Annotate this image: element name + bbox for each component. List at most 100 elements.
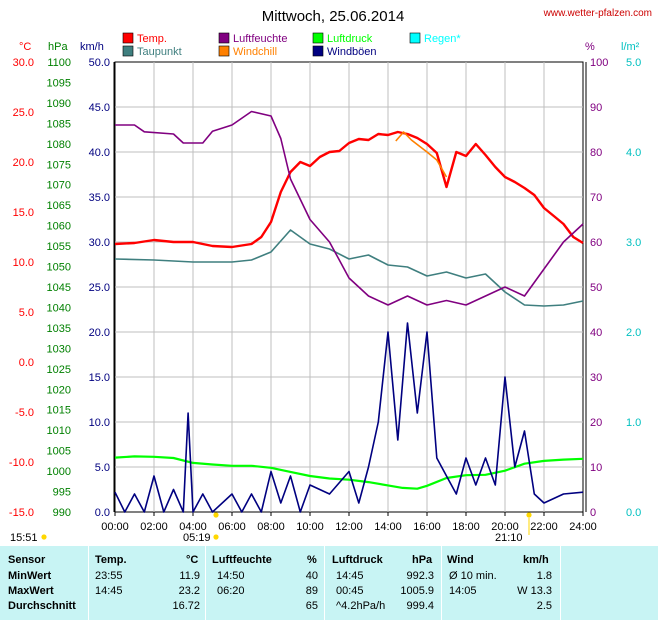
legend-label: Luftdruck bbox=[327, 33, 373, 45]
pct-tick: 30 bbox=[590, 372, 602, 384]
cell-hum-time: 06:20 bbox=[217, 585, 245, 597]
rain-tick: 1.0 bbox=[626, 417, 641, 429]
series-line-temp bbox=[114, 130, 584, 249]
series-line-luftfeuchte bbox=[115, 110, 584, 306]
legend-label: Windböen bbox=[327, 46, 377, 58]
hpa-tick: 990 bbox=[53, 507, 71, 519]
sun-marker-icon bbox=[526, 512, 532, 518]
cell-press-val: 1005.9 bbox=[400, 585, 434, 597]
hpa-tick: 1045 bbox=[47, 282, 71, 294]
hdr-press-unit: hPa bbox=[412, 554, 433, 566]
chart-title: Mittwoch, 25.06.2014 bbox=[262, 8, 405, 25]
x-axis: 00:00 02:00 04:00 06:00 08:00 10:00 12:00 14:00… bbox=[101, 512, 597, 533]
hpa-tick: 1090 bbox=[47, 98, 71, 110]
hpa-tick: 1035 bbox=[47, 323, 71, 335]
kmh-tick: 45.0 bbox=[89, 102, 110, 114]
legend-swatch bbox=[409, 32, 421, 44]
cell-temp-time: 23:55 bbox=[95, 570, 123, 582]
pct-tick: 50 bbox=[590, 282, 602, 294]
kmh-tick: 25.0 bbox=[89, 282, 110, 294]
pct-tick: 70 bbox=[590, 192, 602, 204]
sun-marker-icon bbox=[213, 512, 219, 518]
x-tick: 22:00 bbox=[530, 521, 558, 533]
x-tick: 12:00 bbox=[335, 521, 363, 533]
cell-press-time: 00:45 bbox=[336, 585, 364, 597]
x-tick: 16:00 bbox=[413, 521, 441, 533]
kmh-tick: 50.0 bbox=[89, 57, 110, 69]
sunrise-label: 05:19 bbox=[183, 532, 211, 544]
rain-tick: 4.0 bbox=[626, 147, 641, 159]
x-tick: 08:00 bbox=[257, 521, 285, 533]
hpa-tick: 1000 bbox=[47, 466, 71, 478]
kmh-tick: 5.0 bbox=[95, 462, 110, 474]
hpa-tick: 1070 bbox=[47, 180, 71, 192]
kmh-axis-unit: km/h bbox=[80, 41, 104, 53]
cell-temp-val: 11.9 bbox=[179, 570, 200, 582]
rain-tick: 5.0 bbox=[626, 57, 641, 69]
rain-tick: 3.0 bbox=[626, 237, 641, 249]
kmh-tick: 30.0 bbox=[89, 237, 110, 249]
hpa-tick: 1075 bbox=[47, 159, 71, 171]
temp-tick: 10.0 bbox=[13, 257, 34, 269]
hpa-axis-unit: hPa bbox=[48, 41, 68, 53]
hpa-tick: 1065 bbox=[47, 200, 71, 212]
hpa-tick: 1020 bbox=[47, 384, 71, 396]
pct-tick: 40 bbox=[590, 327, 602, 339]
legend-swatch bbox=[218, 32, 230, 44]
legend-label: Taupunkt bbox=[137, 46, 182, 58]
kmh-tick: 40.0 bbox=[89, 147, 110, 159]
temp-axis-unit: °C bbox=[19, 41, 31, 53]
temp-tick: 30.0 bbox=[13, 57, 34, 69]
series-line-luftdruck bbox=[114, 455, 584, 490]
cell-label: MaxWert bbox=[8, 585, 54, 597]
hpa-tick: 1055 bbox=[47, 241, 71, 253]
cell-label: Durchschnitt bbox=[8, 600, 76, 612]
x-tick: 02:00 bbox=[140, 521, 168, 533]
table-row: Durchschnitt 16.72 65 ^4.2hPa/h 999.4 2.5 bbox=[0, 598, 658, 613]
cell-wind-time: Ø 10 min. bbox=[449, 570, 497, 582]
hpa-tick: 1085 bbox=[47, 118, 71, 130]
hpa-tick: 995 bbox=[53, 487, 71, 499]
temp-tick: 5.0 bbox=[19, 307, 34, 319]
rain-axis-unit: l/m² bbox=[621, 41, 640, 53]
cell-temp-val: 23.2 bbox=[178, 585, 200, 597]
cell-hum-val: 40 bbox=[305, 570, 318, 582]
cell-temp-time: 14:45 bbox=[95, 585, 123, 597]
x-tick: 06:00 bbox=[218, 521, 246, 533]
x-tick: 00:00 bbox=[101, 521, 129, 533]
table-row: MaxWert 14:45 23.2 06:20 89 00:45 1005.9 14:05 W… bbox=[0, 583, 658, 598]
cell-hum-val: 89 bbox=[305, 585, 318, 597]
hdr-temp: Temp. bbox=[95, 554, 127, 566]
cell-hum-val: 65 bbox=[305, 600, 318, 612]
temp-tick: 0.0 bbox=[19, 357, 34, 369]
table-row: MinWert 23:55 11.9 14:50 40 14:45 992.3 Ø 10 mi… bbox=[0, 568, 658, 583]
pct-tick: 20 bbox=[590, 417, 602, 429]
x-tick: 20:00 bbox=[491, 521, 519, 533]
temp-tick: -10.0 bbox=[9, 457, 34, 469]
sunset-label: 21:10 bbox=[495, 532, 523, 544]
pct-tick: 10 bbox=[590, 462, 602, 474]
daylight-label: 15:51 bbox=[10, 532, 38, 544]
rain-tick: 0.0 bbox=[626, 507, 641, 519]
pct-tick: 0 bbox=[590, 507, 596, 519]
cell-wind-val: 2.5 bbox=[536, 600, 552, 612]
hdr-sensor: Sensor bbox=[8, 554, 46, 566]
legend-swatch bbox=[122, 32, 134, 44]
hdr-wind: Wind bbox=[447, 554, 474, 566]
cell-label: MinWert bbox=[8, 570, 52, 582]
legend-label: Luftfeuchte bbox=[233, 33, 287, 45]
sun-marker-icon bbox=[213, 534, 219, 540]
hpa-tick: 1040 bbox=[47, 302, 71, 314]
x-tick: 10:00 bbox=[296, 521, 324, 533]
site-url[interactable]: www.wetter-pfalzen.com bbox=[543, 8, 652, 19]
series-line-windchill bbox=[395, 131, 448, 178]
table-header-row: Sensor Temp. °C Luftfeuchte % Luftdruck … bbox=[0, 552, 658, 567]
hdr-press: Luftdruck bbox=[332, 554, 383, 566]
temp-tick: -15.0 bbox=[9, 507, 34, 519]
temp-tick: 25.0 bbox=[13, 107, 34, 119]
series-line-windben bbox=[114, 322, 584, 513]
sun-marker-icon bbox=[41, 534, 47, 540]
legend-swatch bbox=[312, 45, 324, 57]
hdr-wind-unit: km/h bbox=[523, 554, 549, 566]
